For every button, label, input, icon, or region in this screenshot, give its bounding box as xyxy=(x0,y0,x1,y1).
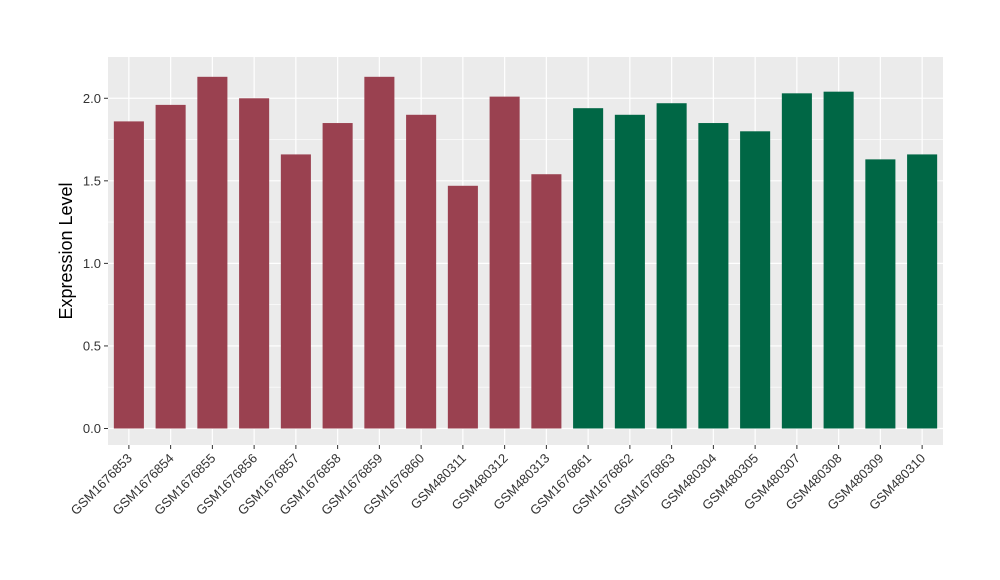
bar xyxy=(406,114,437,429)
y-tick-label: 0.5 xyxy=(83,338,101,353)
bar xyxy=(280,154,311,429)
bar xyxy=(907,154,938,429)
bar xyxy=(531,174,562,429)
y-tick-label: 2.0 xyxy=(83,91,101,106)
y-axis: 0.0 0.5 1.0 1.5 2.0 xyxy=(83,91,108,436)
bar xyxy=(573,108,604,429)
bar xyxy=(197,76,228,429)
bar xyxy=(823,91,854,429)
bar xyxy=(865,159,896,429)
bar xyxy=(740,131,771,429)
bar xyxy=(656,103,687,429)
bar xyxy=(113,121,144,429)
bar xyxy=(447,185,478,429)
bar xyxy=(364,76,395,429)
y-tick-label: 0.0 xyxy=(83,421,101,436)
bar xyxy=(155,104,186,429)
bars xyxy=(113,76,938,429)
y-tick-label: 1.5 xyxy=(83,173,101,188)
bar xyxy=(489,96,520,429)
bar xyxy=(781,93,812,429)
bar xyxy=(698,123,729,429)
x-axis: GSM1676853GSM1676854GSM1676855GSM1676856… xyxy=(68,445,928,518)
y-tick-label: 1.0 xyxy=(83,256,101,271)
bar xyxy=(239,98,270,429)
plot-panel xyxy=(108,57,943,445)
bar xyxy=(614,114,645,429)
bar xyxy=(322,123,353,429)
y-axis-title: Expression Level xyxy=(56,182,76,319)
